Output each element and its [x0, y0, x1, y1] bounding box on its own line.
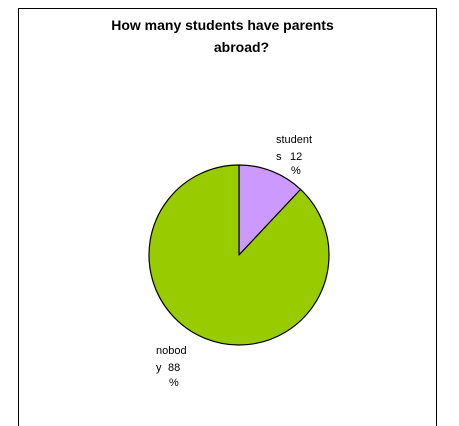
slice-label-nobody-name-1: nobod: [156, 345, 187, 357]
slice-label-nobody-name-2: y: [156, 362, 162, 374]
slice-label-students-name-2: s: [276, 151, 282, 163]
chart-title: How many students have parents abroad?: [0, 14, 459, 58]
slice-label-students-name-1: student: [276, 134, 312, 146]
pie-slice-students: [238, 164, 302, 256]
chart-title-line-2: abroad?: [213, 39, 270, 55]
pie-slices: [148, 164, 330, 346]
chart-title-line-1: How many students have parents: [111, 17, 334, 33]
slice-label-nobody-percent: %: [169, 377, 179, 389]
slice-label-students-percent: %: [291, 165, 301, 177]
chart-frame: [18, 8, 437, 426]
pie-slice-nobody: [148, 164, 330, 346]
slice-label-nobody-value: 88: [168, 362, 180, 374]
slice-label-students-value: 12: [290, 151, 302, 163]
